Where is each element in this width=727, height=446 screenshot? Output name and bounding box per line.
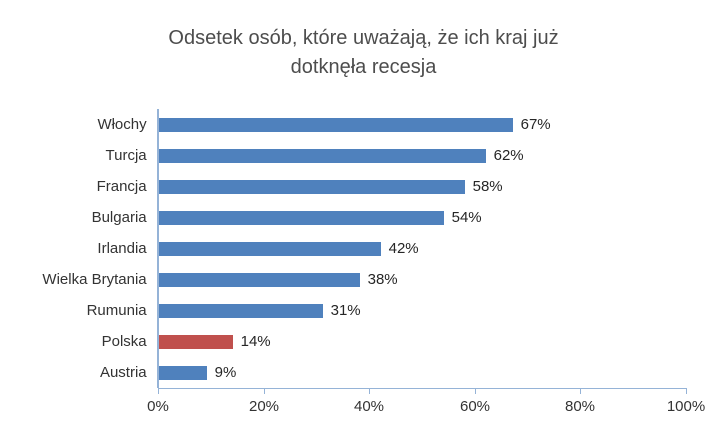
value-label: 9% [214,364,237,381]
x-tick-label: 60% [459,398,491,415]
value-label: 42% [388,240,419,257]
category-label: Wielka Brytania [42,271,147,288]
category-label: Irlandia [97,240,147,257]
bar-row: Turcja 62% [27,140,687,171]
value-label: 67% [520,116,551,133]
bar-track: 9% [157,357,687,388]
plot-rows: Włochy 67% Turcja 62% Francja 58% Bulgaria 54% I… [27,109,687,388]
x-tick [580,389,581,394]
bar-track: 58% [157,171,687,202]
chart-title: Odsetek osób, które uważają, że ich kraj… [0,0,727,82]
chart-title-line2: dotknęła recesja [290,56,437,78]
x-tick [158,389,159,394]
x-tick [475,389,476,394]
value-label: 62% [493,147,524,164]
bar-row: Francja 58% [27,171,687,202]
category-label: Bulgaria [91,209,147,226]
value-label: 54% [451,209,482,226]
value-label: 58% [472,178,503,195]
category-label: Polska [101,333,147,350]
bar-row: Polska 14% [27,326,687,357]
value-label: 31% [330,302,361,319]
bar [158,117,513,132]
bar [158,272,360,287]
category-label: Włochy [97,116,147,133]
x-tick [369,389,370,394]
bar [158,365,207,380]
bar-track: 42% [157,233,687,264]
x-axis: 0% 20% 40% 60% 80% 100% [147,388,705,422]
bar [158,241,381,256]
bar-track: 38% [157,264,687,295]
category-label: Austria [99,364,147,381]
bar-track: 54% [157,202,687,233]
y-axis-line [157,109,159,388]
x-tick-label: 0% [147,398,169,415]
x-tick-label: 80% [564,398,596,415]
x-tick-label: 40% [353,398,385,415]
category-label: Rumunia [86,302,147,319]
x-tick-label: 20% [248,398,280,415]
bar-track: 62% [157,140,687,171]
value-label: 38% [367,271,398,288]
plot-area: Włochy 67% Turcja 62% Francja 58% Bulgaria 54% I… [0,109,727,422]
bar-track: 67% [157,109,687,140]
bar-track: 14% [157,326,687,357]
bar [158,179,465,194]
category-label: Turcja [105,147,147,164]
bar [158,303,323,318]
bar-row: Wielka Brytania 38% [27,264,687,295]
chart-title-line1: Odsetek osób, które uważają, że ich kraj… [168,27,559,49]
bar-track: 31% [157,295,687,326]
bar [158,334,233,349]
bar-row: Bulgaria 54% [27,202,687,233]
bar [158,210,444,225]
bar-row: Austria 9% [27,357,687,388]
bar-row: Irlandia 42% [27,233,687,264]
x-tick [264,389,265,394]
value-label: 14% [240,333,271,350]
x-tick [686,389,687,394]
category-label: Francja [96,178,147,195]
bar-row: Włochy 67% [27,109,687,140]
bar-row: Rumunia 31% [27,295,687,326]
bar [158,148,486,163]
x-tick-label: 100% [666,398,706,415]
